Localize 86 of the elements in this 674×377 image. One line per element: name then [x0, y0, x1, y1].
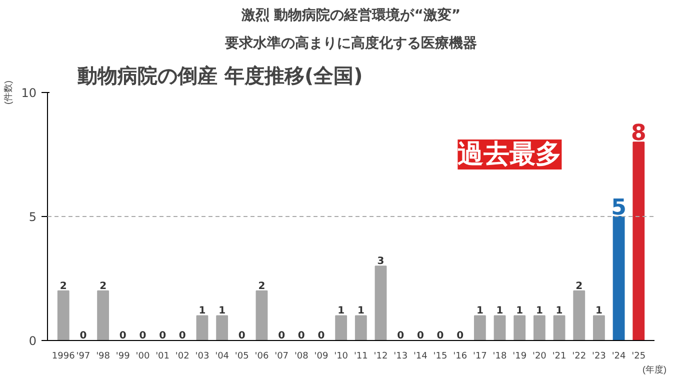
- data-label: 0: [416, 330, 424, 342]
- data-label: 2: [258, 280, 266, 292]
- data-label: 0: [80, 330, 87, 342]
- data-label: 8: [630, 121, 646, 146]
- x-tick-label: '20: [532, 352, 547, 362]
- x-tick-label: '98: [96, 352, 110, 362]
- data-label: 2: [60, 280, 67, 292]
- x-tick-label: '07: [274, 352, 289, 362]
- text: 激烈 動物病院の経営環境が“激変”: [240, 6, 461, 24]
- x-tick-label: '23: [592, 352, 606, 362]
- data-label: 0: [119, 330, 126, 342]
- x-tick-label: '97: [76, 352, 90, 362]
- x-tick-label: '05: [234, 352, 249, 362]
- bar: [354, 315, 367, 340]
- bar: [632, 142, 645, 340]
- data-label: 0: [397, 330, 404, 342]
- x-tick-label: '25: [632, 352, 646, 362]
- bar: [573, 290, 586, 340]
- bar: [57, 290, 70, 340]
- data-label: 2: [100, 280, 107, 292]
- data-label: 0: [436, 330, 444, 342]
- data-label: 1: [595, 306, 602, 317]
- bar: [216, 315, 228, 340]
- x-tick-label: '10: [334, 352, 348, 362]
- data-label: 1: [338, 306, 345, 317]
- data-label: 1: [556, 306, 563, 317]
- data-label: 1: [496, 306, 504, 317]
- x-tick-label: '21: [552, 352, 566, 362]
- x-tick-label: '03: [195, 352, 210, 362]
- data-label: 0: [318, 330, 325, 342]
- x-tick-label: '11: [354, 352, 368, 362]
- bar: [514, 315, 526, 340]
- x-tick-label: '01: [156, 352, 170, 362]
- bar: [593, 315, 605, 340]
- y-tick-label: 0: [28, 334, 37, 348]
- x-tick-label: 1996: [52, 352, 76, 362]
- x-tick-label: '15: [433, 352, 448, 362]
- x-tick-label: '18: [492, 352, 508, 362]
- x-tick-label: '13: [394, 352, 408, 362]
- x-tick-label: '17: [472, 352, 487, 362]
- x-tick-label: '00: [136, 352, 150, 362]
- x-tick-label: '99: [116, 352, 130, 362]
- data-label: 1: [516, 306, 524, 317]
- data-label: 0: [456, 330, 464, 342]
- data-label: 1: [198, 306, 206, 317]
- bar: [374, 266, 387, 340]
- data-label: 2: [576, 280, 583, 292]
- bar: [474, 315, 486, 340]
- y-axis-title: (件数): [3, 80, 14, 104]
- data-label: 5: [611, 196, 626, 220]
- bar: [196, 315, 208, 340]
- x-tick-label: '24: [612, 352, 626, 362]
- data-label: 0: [238, 330, 246, 342]
- x-tick-label: '22: [572, 352, 586, 362]
- x-tick-label: '16: [453, 352, 468, 362]
- x-tick-label: '06: [254, 352, 269, 362]
- annotation: 過去最多: [458, 140, 562, 170]
- x-tick-label: '14: [413, 352, 428, 362]
- bar: [533, 315, 546, 340]
- x-tick-label: '12: [374, 352, 388, 362]
- bar: [494, 315, 506, 340]
- bar: [612, 216, 625, 340]
- data-label: 0: [159, 330, 166, 342]
- x-tick-label: '04: [215, 352, 230, 362]
- bar: [553, 315, 566, 340]
- x-axis-title: (年度): [642, 364, 667, 374]
- data-label: 0: [298, 330, 305, 342]
- data-label: 1: [218, 306, 226, 317]
- x-tick-label: '08: [294, 352, 309, 362]
- data-label: 3: [377, 256, 384, 268]
- bar: [97, 290, 109, 340]
- x-tick-label: '02: [175, 352, 190, 362]
- x-tick-label: '19: [512, 352, 527, 362]
- x-tick-label: '09: [314, 352, 328, 362]
- data-label: 1: [476, 306, 484, 317]
- data-label: 0: [278, 330, 286, 342]
- bar: [256, 290, 268, 340]
- data-label: 0: [178, 330, 186, 342]
- data-label: 0: [139, 330, 146, 342]
- data-label: 1: [357, 306, 364, 317]
- y-tick-label: 10: [21, 86, 37, 100]
- chart-title: 動物病院の倒産 年度推移(全国): [76, 64, 363, 88]
- text: 要求水準の高まりに高度化する医療機器: [224, 34, 477, 52]
- bar: [335, 315, 348, 340]
- data-label: 1: [536, 306, 543, 317]
- y-tick-label: 5: [28, 210, 37, 224]
